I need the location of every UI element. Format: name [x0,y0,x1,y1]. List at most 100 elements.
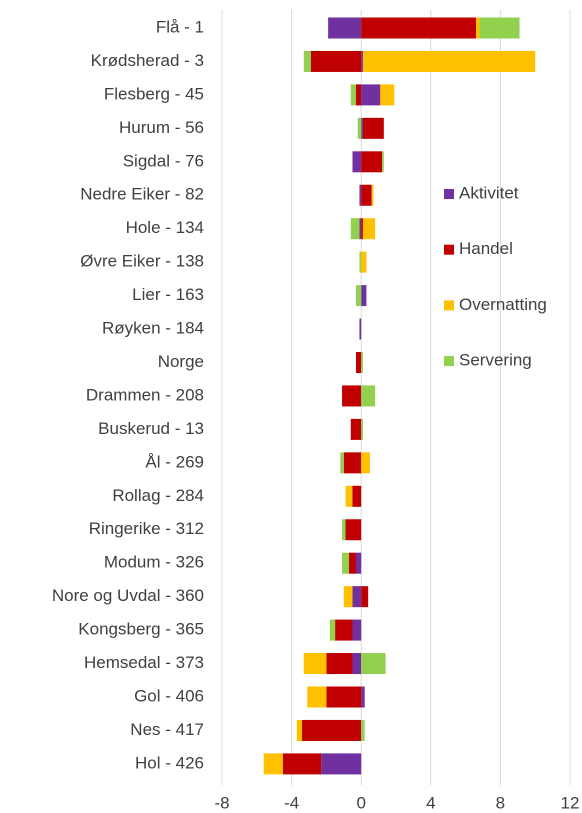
bar-segment [328,17,362,39]
bar-segment [303,50,311,72]
bar-segment [302,719,362,741]
bar-segment [362,218,376,240]
bar-segment [296,719,303,741]
bar-segment [352,653,362,675]
bar-segment [362,117,384,139]
bar-segment [361,184,372,206]
bar-segment [476,17,480,39]
bar-segment [342,552,350,574]
bar-segment [345,519,362,541]
bar-segment [359,251,362,273]
bar-segment [310,50,362,72]
bar-segment [361,218,363,240]
y-tick-label: Røyken - 184 [102,319,204,338]
bar-segment [352,586,362,608]
bar-segment [345,485,353,507]
legend-label: Servering [459,351,532,370]
bar-segment [361,84,381,106]
y-tick-label: Krødsherad - 3 [91,51,204,70]
bar-segment [335,619,353,641]
y-tick-label: Ål - 269 [145,452,204,471]
bar-segment [361,719,365,741]
bar-segment [303,653,327,675]
bar-segment [352,151,362,173]
y-tick-label: Hole - 134 [126,218,204,237]
bar-segment [352,619,362,641]
bar-segment [361,586,369,608]
y-tick-label: Sigdal - 76 [123,151,204,170]
bar-segment [359,184,362,206]
bar-segment [355,352,362,373]
bar-segment [326,653,353,675]
y-tick-label: Flesberg - 45 [104,84,204,103]
y-tick-label: Modum - 326 [104,553,204,572]
y-tick-label: Drammen - 208 [86,385,204,404]
legend-swatch [444,189,454,199]
bar-segment [326,686,362,708]
bar-segment [307,686,327,708]
y-tick-label: Rollag - 284 [112,486,204,505]
bar-segment [342,519,346,541]
legend-label: Handel [459,239,513,258]
legend-swatch [444,356,454,367]
bar-segment [355,285,362,307]
bar-segment [321,753,362,775]
bar-segment [361,50,363,72]
y-tick-label: Gol - 406 [134,686,204,705]
bar-segment [355,84,362,106]
y-tick-label: Lier - 163 [132,285,204,304]
bar-segment [361,117,363,139]
x-tick-label: -4 [284,793,299,812]
x-tick-label: 4 [426,793,435,812]
bar-segment [349,552,356,574]
bar-segment [361,418,363,440]
bar-segment [350,218,360,240]
legend-label: Overnatting [459,295,547,314]
bar-segment [282,753,322,775]
bar-segment [329,619,336,641]
bar-segment [350,84,356,106]
bar-segment [263,753,283,775]
x-tick-label: 0 [356,793,365,812]
bar-segment [361,452,370,474]
y-tick-label: Flå - 1 [156,17,204,36]
bar-segment [357,117,362,139]
legend-swatch [444,244,454,255]
y-tick-label: Buskerud - 13 [98,419,204,438]
y-tick-label: Ringerike - 312 [89,519,204,538]
y-tick-label: Hurum - 56 [119,118,204,137]
bar-segment [340,452,344,474]
bar-segment [361,151,383,173]
bar-segment [359,318,362,340]
y-tick-label: Hol - 426 [135,753,204,772]
x-tick-label: -8 [214,793,229,812]
y-tick-label: Nes - 417 [130,720,204,739]
y-tick-label: Kongsberg - 365 [78,620,204,639]
y-tick-label: Nedre Eiker - 82 [80,185,204,204]
bar-segment [361,352,363,373]
y-tick-label: Hemsedal - 373 [84,653,204,672]
bar-segment [342,385,362,407]
bar-segment [350,418,362,440]
bar-segment [361,686,365,708]
bar-segment [361,385,376,407]
bar-segment [371,184,374,206]
bar-segment [361,251,367,273]
bar-segment [361,285,367,307]
bar-segment [355,552,362,574]
x-tick-label: 8 [496,793,505,812]
bar-segment [380,84,395,106]
bar-segment [382,151,384,173]
legend-swatch [444,300,454,311]
bar-segment [343,452,362,474]
bar-segment [479,17,520,39]
bar-segment [361,17,477,39]
bar-segment [352,485,362,507]
y-tick-label: Norge [158,352,204,371]
y-tick-label: Nore og Uvdal - 360 [52,586,204,605]
bar-segment [343,586,353,608]
y-tick-label: Øvre Eiker - 138 [80,252,204,271]
legend-label: Aktivitet [459,183,519,202]
bar-segment [362,50,536,72]
